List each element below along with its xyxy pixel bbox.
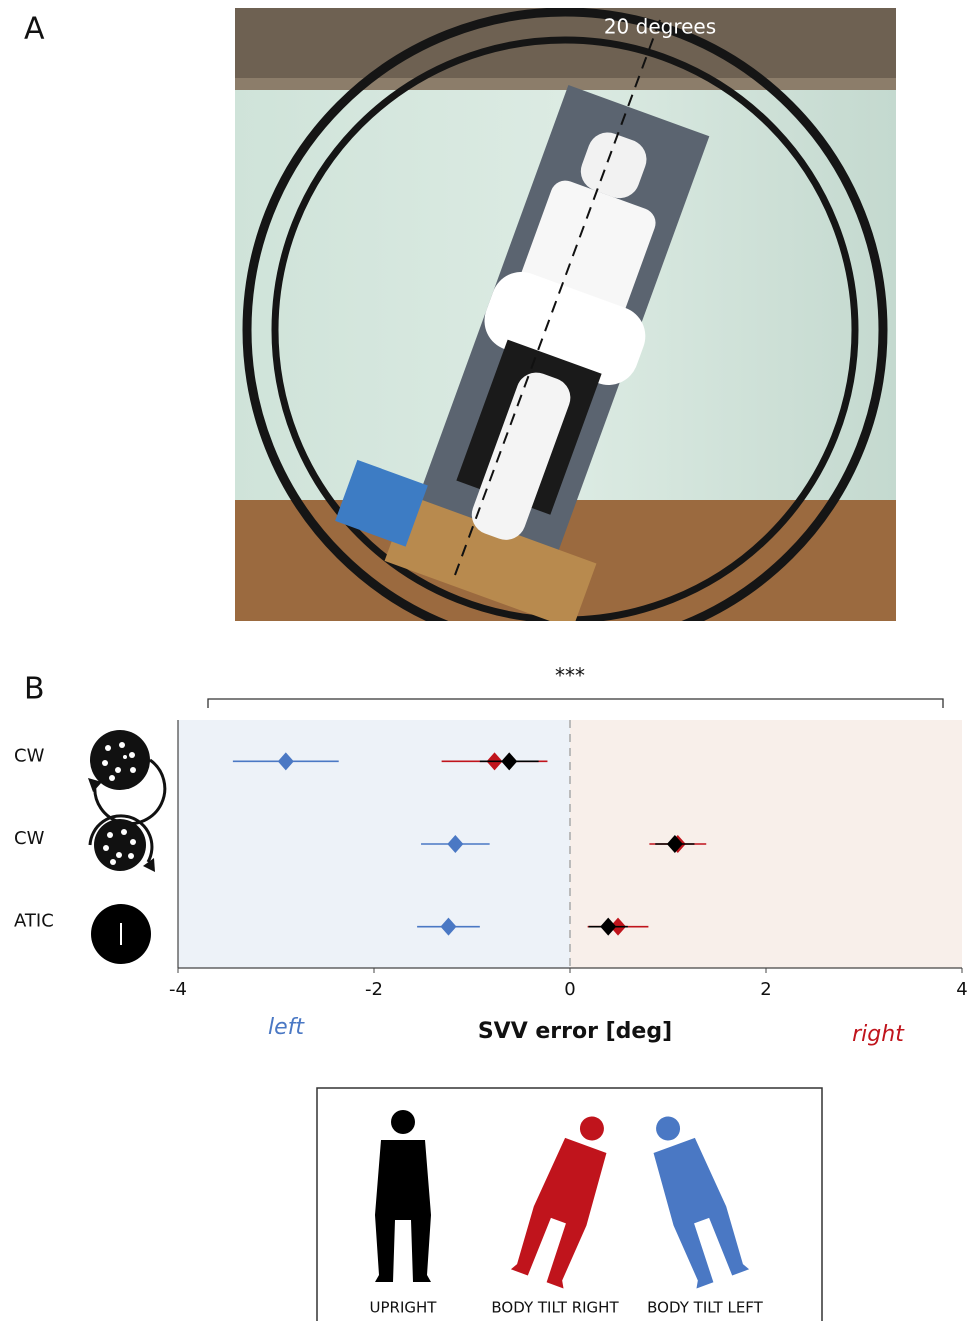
panel-label: B — [24, 672, 45, 707]
point — [666, 835, 683, 853]
silhouette-body — [510, 1137, 607, 1289]
silhouette-head — [579, 1116, 604, 1141]
legend-swatch — [653, 1116, 750, 1289]
point — [440, 917, 457, 936]
direction-label: right — [852, 1022, 905, 1047]
legend-box — [316, 1087, 823, 1321]
silhouette-body — [375, 1140, 431, 1282]
significance-label: *** — [555, 664, 585, 688]
x-tick-label: -4 — [169, 979, 187, 1000]
panel-label: A — [24, 12, 45, 47]
stimulus-icon — [88, 730, 167, 826]
point — [600, 917, 617, 936]
direction-label: left — [268, 1015, 305, 1040]
point — [501, 752, 518, 771]
x-tick-label: 2 — [760, 979, 771, 1000]
legend-label: BODY TILT LEFT — [647, 1299, 764, 1317]
right-region — [570, 720, 962, 968]
x-axis-title: SVV error [deg] — [478, 1019, 672, 1044]
photo-annotation: 20 degrees — [604, 15, 716, 39]
silhouette-head — [391, 1110, 415, 1134]
significance-bracket — [207, 698, 944, 708]
stimulus-icon — [88, 814, 155, 872]
silhouette-head — [656, 1116, 681, 1141]
y-tick-label: ATIC — [14, 911, 54, 932]
point — [447, 835, 464, 853]
silhouette-body — [653, 1137, 750, 1289]
legend-label: UPRIGHT — [370, 1299, 438, 1317]
legend-label: BODY TILT RIGHT — [491, 1299, 619, 1317]
y-tick-label: CW — [14, 828, 45, 849]
point — [277, 752, 294, 771]
y-tick-label: CW — [14, 745, 45, 766]
legend-swatch — [375, 1110, 431, 1282]
legend-swatch — [510, 1116, 607, 1289]
photo — [235, 8, 896, 621]
x-tick-label: -2 — [365, 979, 383, 1000]
x-tick-label: 0 — [564, 979, 575, 1000]
x-tick-label: 4 — [956, 979, 967, 1000]
stimulus-icon — [91, 904, 151, 964]
